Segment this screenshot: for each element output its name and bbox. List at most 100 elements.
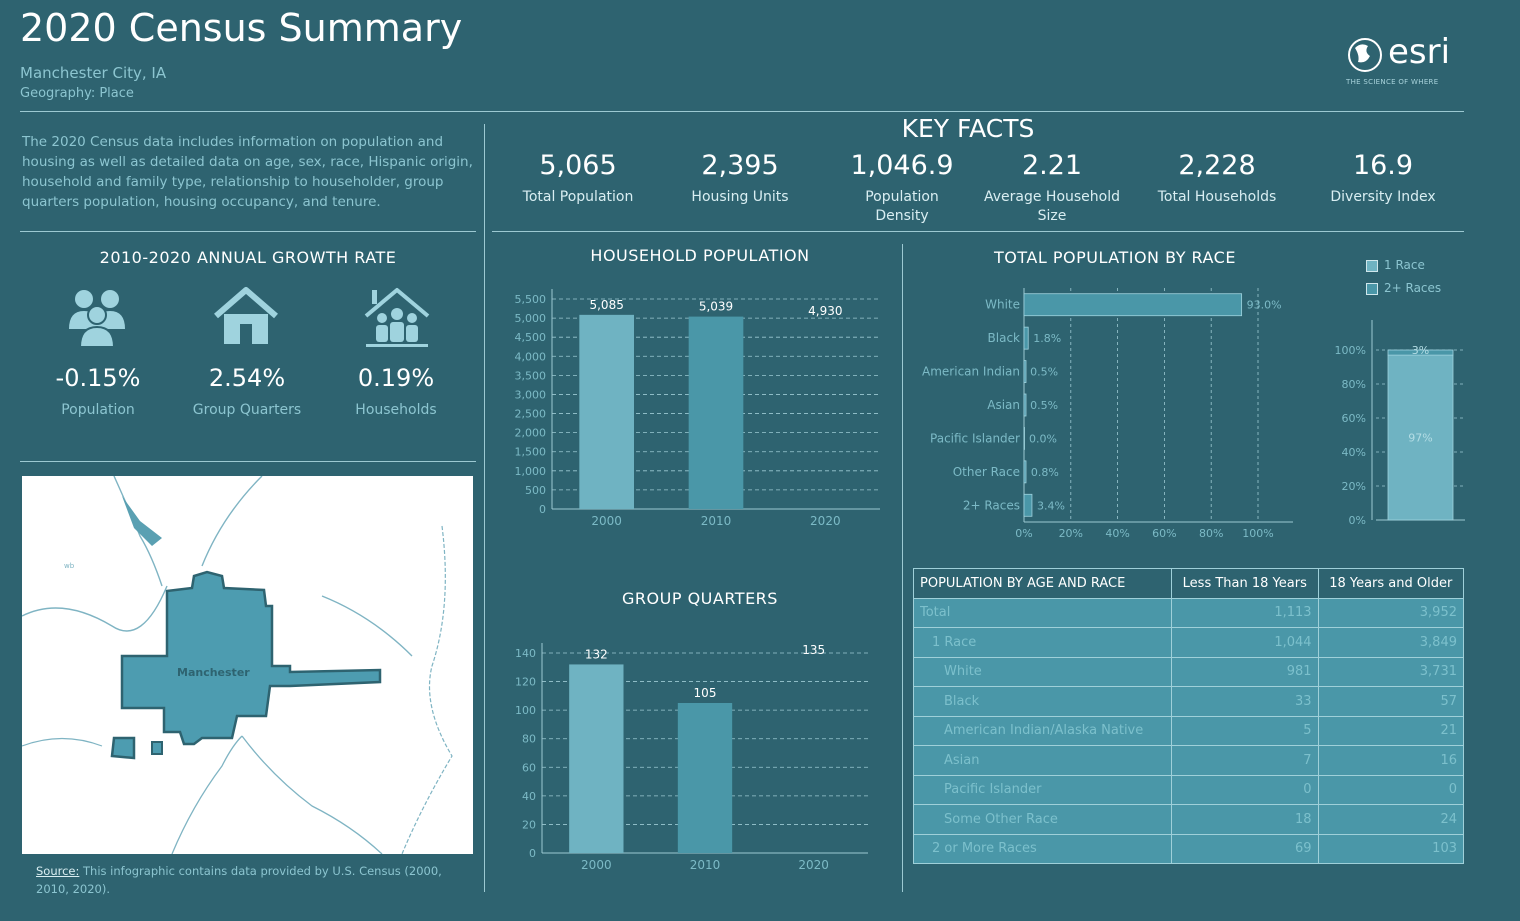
location-map[interactable]: wb Manchester xyxy=(22,476,473,854)
cell-over18: 16 xyxy=(1317,745,1465,776)
growth-group-quarters-label: Group Quarters xyxy=(192,402,302,418)
geography-subtitle: Geography: Place xyxy=(20,86,134,101)
data-label-Black: 1.8% xyxy=(1033,332,1061,345)
data-label-2020: 135 xyxy=(802,643,825,657)
kf-diversity-index-label: Diversity Index xyxy=(1330,189,1436,205)
kf-housing-units-label: Housing Units xyxy=(691,189,789,205)
table-row: White 981 3,731 xyxy=(913,656,1465,687)
house-icon xyxy=(214,287,278,344)
x-tick-label-2010: 2010 xyxy=(701,514,732,528)
y-tick-label: 2,000 xyxy=(515,427,547,440)
y-tick-label: 120 xyxy=(515,676,536,689)
kf-population-density-label: Population Density xyxy=(865,189,939,224)
x-tick-label-2010: 2010 xyxy=(690,858,721,872)
esri-logo[interactable]: esri xyxy=(1388,32,1451,72)
race-share-stacked-chart[interactable]: 0% 20% 40% 60% 80% 100% 97% 3% xyxy=(1330,318,1470,533)
bar-White xyxy=(1023,293,1243,317)
x-tick-label: 20% xyxy=(1059,527,1083,540)
cell-over18: 0 xyxy=(1317,774,1465,805)
row-label: White xyxy=(913,656,1172,687)
legend-swatch-2-races xyxy=(1366,282,1378,295)
row-label: Some Other Race xyxy=(913,804,1172,835)
mid-column-divider xyxy=(902,244,903,892)
age-race-table-body: Total 1,113 3,952 1 Race 1,044 3,849 White 981 3… xyxy=(913,597,1465,864)
description-text: The 2020 Census data includes informatio… xyxy=(22,134,473,210)
table-header-over18: 18 Years and Older xyxy=(1317,568,1465,599)
x-tick-label: 40% xyxy=(1105,527,1129,540)
table-row: Some Other Race 18 24 xyxy=(913,804,1465,835)
y-tick-label: 0 xyxy=(529,847,536,860)
cell-over18: 103 xyxy=(1317,833,1465,864)
y-tick-label: 3,500 xyxy=(515,369,547,382)
kf-household-size-label: Average Household Size xyxy=(983,189,1121,224)
household-population-chart[interactable]: 0 500 1,000 1,500 2,000 2,500 3,000 3,500 4,000 4… xyxy=(500,280,895,535)
cell-over18: 24 xyxy=(1317,804,1465,835)
y-tick-label: 2,500 xyxy=(515,408,547,421)
y-tick-label: 60 xyxy=(522,761,536,774)
y-tick-label: 100 xyxy=(515,704,536,717)
y-tick-label: 500 xyxy=(525,484,546,497)
cell-under18: 5 xyxy=(1171,715,1319,746)
globe-icon xyxy=(1348,38,1382,72)
cell-under18: 7 xyxy=(1171,745,1319,776)
y-tick-label: 3,000 xyxy=(515,388,547,401)
cell-over18: 3,731 xyxy=(1317,656,1465,687)
data-label-2+ Races: 3% xyxy=(1412,344,1429,357)
y-tick-label: 40% xyxy=(1342,446,1366,459)
table-header-category: POPULATION BY AGE AND RACE xyxy=(913,568,1172,599)
table-row: Black 33 57 xyxy=(913,686,1465,717)
table-row: Total 1,113 3,952 xyxy=(913,597,1465,628)
y-tick-label: 4,000 xyxy=(515,350,547,363)
data-label-2010: 5,039 xyxy=(699,300,733,314)
left-divider-2 xyxy=(20,461,476,462)
y-tick-label: 1,000 xyxy=(515,465,547,478)
cell-under18: 69 xyxy=(1171,833,1319,864)
data-label-2010: 105 xyxy=(694,686,717,700)
bar-2000 xyxy=(579,314,634,509)
kf-total-households-value: 2,228 xyxy=(1178,150,1256,181)
source-text: This infographic contains data provided … xyxy=(36,864,442,896)
group-quarters-chart[interactable]: 0 20 40 60 80 100 120 140 132 2000 105 2010 135 2020 xyxy=(500,625,895,875)
y-tick-label: 100% xyxy=(1335,344,1366,357)
y-tick-label: 20% xyxy=(1342,480,1366,493)
map-canvas: wb Manchester xyxy=(22,476,453,854)
location-subtitle: Manchester City, IA xyxy=(20,64,167,82)
row-label: Asian xyxy=(913,745,1172,776)
data-label-2000: 5,085 xyxy=(589,298,623,312)
bar-American Indian xyxy=(1023,360,1027,383)
bar-2010 xyxy=(677,703,733,853)
legend-swatch-1-race xyxy=(1366,259,1378,272)
cell-under18: 0 xyxy=(1171,774,1319,805)
data-label-American Indian: 0.5% xyxy=(1030,366,1058,379)
y-tick-label: 0 xyxy=(539,503,546,516)
kf-total-population-label: Total Population xyxy=(522,189,634,205)
y-tick-label: 4,500 xyxy=(515,331,547,344)
age-race-table: POPULATION BY AGE AND RACE Less Than 18 … xyxy=(913,568,1465,864)
cell-under18: 33 xyxy=(1171,686,1319,717)
y-tick-label: 80% xyxy=(1342,378,1366,391)
row-label: 1 Race xyxy=(913,627,1172,658)
row-label: Total xyxy=(913,597,1172,628)
y-tick-label: 5,500 xyxy=(515,293,547,306)
category-label-American Indian: American Indian xyxy=(922,365,1020,379)
kf-population-density-value: 1,046.9 xyxy=(850,150,954,181)
race-chart[interactable]: 0% 20% 40% 60% 80% 100% White 93.0% Black 1.8% Ame… xyxy=(910,280,1320,545)
bar-2+ Races xyxy=(1023,493,1033,517)
cell-under18: 981 xyxy=(1171,656,1319,687)
growth-population-value: -0.15% xyxy=(55,364,141,392)
x-tick-label-2020: 2020 xyxy=(810,514,841,528)
y-tick-label: 40 xyxy=(522,790,536,803)
x-tick-label-2000: 2000 xyxy=(591,514,622,528)
bar-2000 xyxy=(569,664,624,853)
family-house-icon xyxy=(364,288,430,347)
people-icon xyxy=(69,290,125,347)
growth-group-quarters-value: 2.54% xyxy=(208,364,286,392)
kf-total-population-value: 5,065 xyxy=(539,150,617,181)
table-row: Pacific Islander 0 0 xyxy=(913,774,1465,805)
stack-segment-2+ Races xyxy=(1387,349,1454,356)
y-tick-label: 1,500 xyxy=(515,446,547,459)
table-row: 2 or More Races 69 103 xyxy=(913,833,1465,864)
page-title: 2020 Census Summary xyxy=(20,6,463,50)
growth-households-value: 0.19% xyxy=(357,364,435,392)
x-tick-label-2020: 2020 xyxy=(798,858,829,872)
